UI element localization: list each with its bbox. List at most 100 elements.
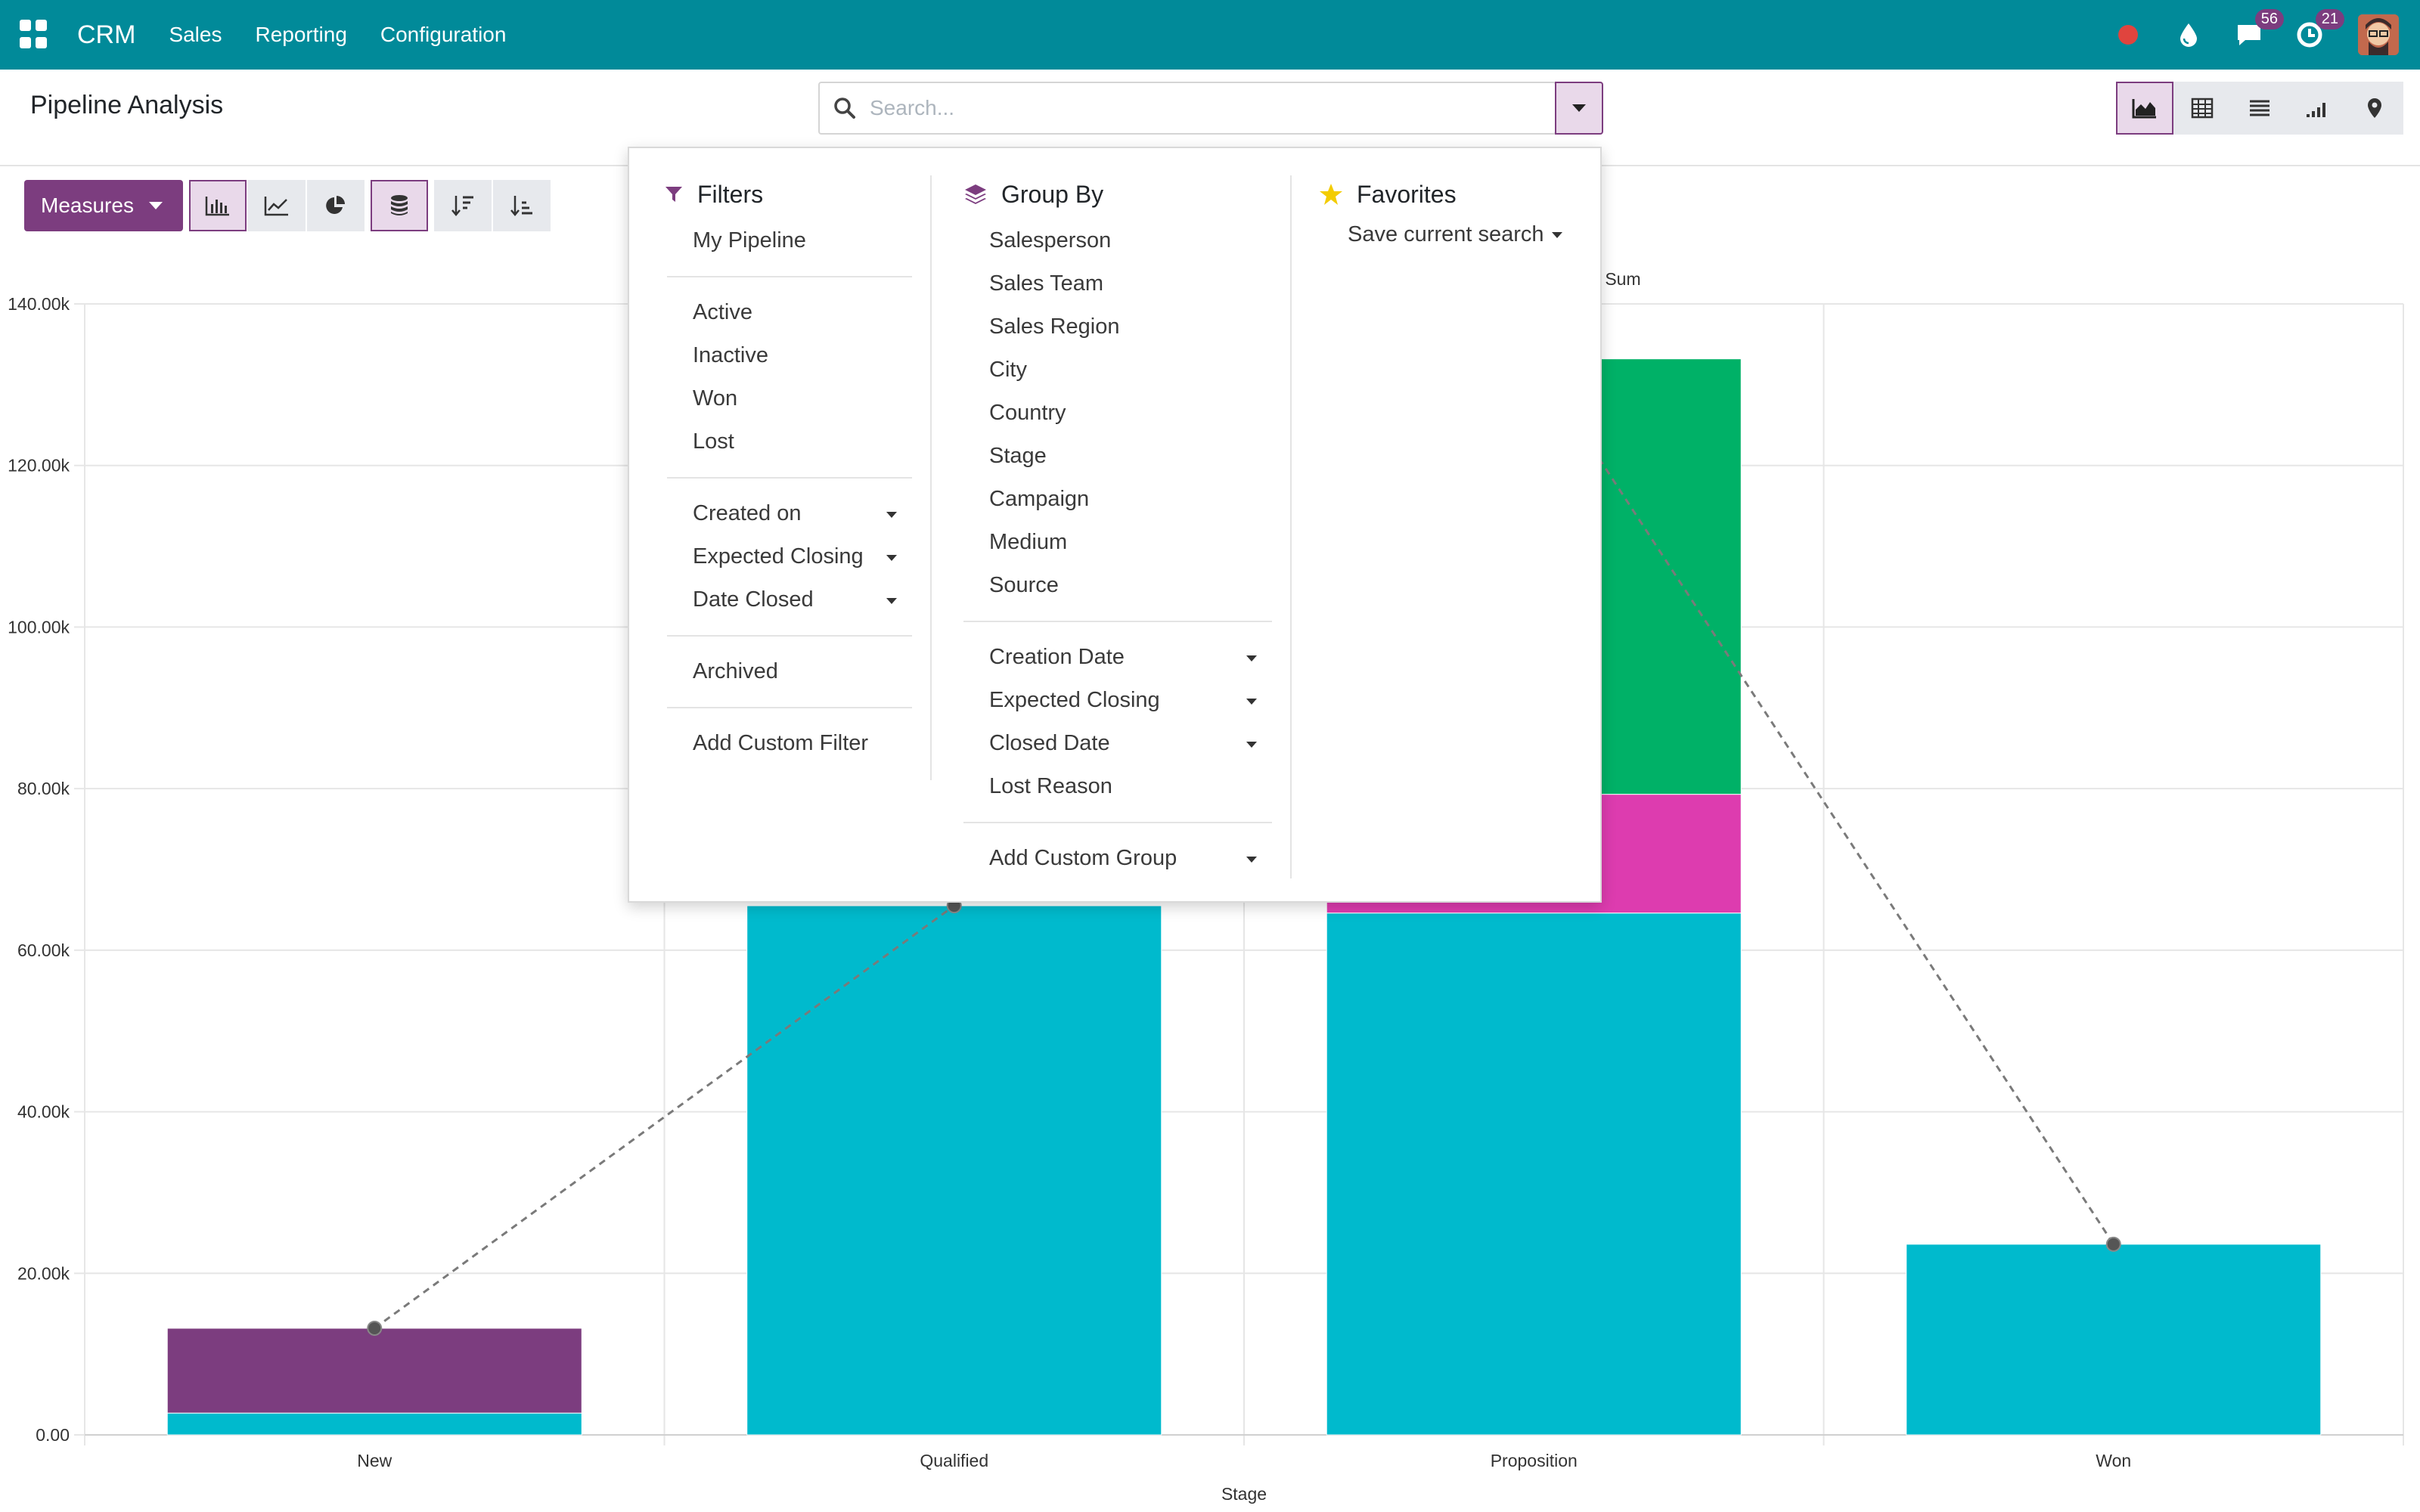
groupby-stage[interactable]: Stage: [954, 435, 1272, 478]
groupby-item-label: Sales Team: [989, 271, 1103, 296]
sort-descending-button[interactable]: [434, 180, 492, 231]
filters-item-label: Expected Closing: [693, 544, 864, 569]
cohort-view-button[interactable]: [2288, 82, 2346, 135]
menu-separator: [667, 477, 912, 479]
groupby-item-label: City: [989, 358, 1027, 382]
groupby-column: Group By Salesperson Sales Team Sales Regi…: [954, 175, 1272, 880]
search-input[interactable]: [870, 96, 1520, 120]
groupby-salesperson[interactable]: Salesperson: [954, 219, 1272, 262]
menu-reporting[interactable]: Reporting: [255, 23, 347, 46]
groupby-item-label: Country: [989, 401, 1066, 425]
filters-inactive[interactable]: Inactive: [655, 334, 912, 377]
filters-add-custom-filter[interactable]: Add Custom Filter: [655, 722, 912, 765]
save-current-search-label: Save current search: [1348, 222, 1544, 246]
y-tick-label: 80.00k: [17, 779, 70, 798]
filters-archived[interactable]: Archived: [655, 650, 912, 693]
filters-item-label: Inactive: [693, 343, 768, 367]
filters-date-closed[interactable]: Date Closed: [655, 578, 912, 621]
measures-label: Measures: [41, 194, 134, 217]
area-chart-icon: [2132, 99, 2156, 119]
line-chart-button[interactable]: [248, 180, 306, 231]
stacked-button[interactable]: [371, 180, 428, 231]
column-divider: [930, 175, 932, 780]
groupby-lost-reason[interactable]: Lost Reason: [954, 765, 1272, 808]
groupby-source[interactable]: Source: [954, 564, 1272, 607]
menu-separator: [667, 707, 912, 708]
groupby-medium[interactable]: Medium: [954, 521, 1272, 564]
groupby-campaign[interactable]: Campaign: [954, 478, 1272, 521]
save-current-search[interactable]: Save current search: [1310, 213, 1582, 256]
menu-separator: [667, 635, 912, 637]
activities-badge: 21: [2315, 9, 2344, 29]
favorites-header-label: Favorites: [1357, 180, 1457, 208]
sort-ascending-icon: [510, 196, 532, 216]
filters-item-label: Won: [693, 386, 738, 411]
graph-view-button[interactable]: [2116, 82, 2173, 135]
app-brand[interactable]: CRM: [77, 20, 136, 49]
y-tick-label: 140.00k: [8, 294, 70, 314]
page-title: Pipeline Analysis: [30, 91, 224, 119]
pie-chart-button[interactable]: [307, 180, 365, 231]
list-view-button[interactable]: [2231, 82, 2288, 135]
groupby-city[interactable]: City: [954, 349, 1272, 392]
groupby-item-label: Medium: [989, 530, 1068, 554]
bar-segment: [166, 1328, 582, 1414]
search-options-toggle[interactable]: [1555, 82, 1603, 135]
groupby-sales-region[interactable]: Sales Region: [954, 305, 1272, 349]
systray: 56 21: [2083, 0, 2399, 70]
filters-lost[interactable]: Lost: [655, 420, 912, 463]
y-tick-label: 100.00k: [8, 617, 70, 637]
filters-active[interactable]: Active: [655, 291, 912, 334]
groupby-country[interactable]: Country: [954, 392, 1272, 435]
list-icon: [2250, 100, 2270, 116]
filters-my-pipeline[interactable]: My Pipeline: [655, 219, 912, 262]
view-switcher: [2116, 82, 2403, 135]
groupby-item-label: Sales Region: [989, 314, 1120, 339]
user-avatar[interactable]: [2358, 14, 2399, 55]
sum-point: [2105, 1236, 2121, 1252]
filters-created-on[interactable]: Created on: [655, 492, 912, 535]
groupby-creation-date[interactable]: Creation Date: [954, 636, 1272, 679]
pivot-view-button[interactable]: [2173, 82, 2231, 135]
chat-icon[interactable]: 56: [2234, 9, 2284, 50]
y-tick-label: 0.00: [36, 1425, 70, 1445]
filters-item-label: Lost: [693, 429, 734, 454]
sort-ascending-button[interactable]: [493, 180, 551, 231]
groupby-expected-closing[interactable]: Expected Closing: [954, 679, 1272, 722]
x-tick-label: Won: [2096, 1451, 2131, 1470]
y-tick-label: 60.00k: [17, 940, 70, 960]
measures-button[interactable]: Measures: [24, 180, 183, 231]
groupby-item-label: Salesperson: [989, 228, 1112, 253]
menu-configuration[interactable]: Configuration: [380, 23, 507, 46]
filters-expected-closing[interactable]: Expected Closing: [655, 535, 912, 578]
caret-down-icon: [1246, 857, 1257, 863]
caret-down-icon: [886, 598, 897, 604]
groupby-add-custom-group[interactable]: Add Custom Group: [954, 837, 1272, 880]
menu-sales[interactable]: Sales: [169, 23, 222, 46]
y-tick-label: 20.00k: [17, 1263, 70, 1283]
star-icon: [1320, 184, 1342, 205]
layers-icon: [965, 184, 986, 204]
filters-won[interactable]: Won: [655, 377, 912, 420]
groupby-closed-date[interactable]: Closed Date: [954, 722, 1272, 765]
filters-header-label: Filters: [697, 180, 764, 208]
caret-down-icon: [1572, 104, 1586, 112]
record-icon[interactable]: [2113, 20, 2143, 50]
droplet-icon[interactable]: [2173, 20, 2204, 50]
filters-item-label: My Pipeline: [693, 228, 806, 253]
clock-icon[interactable]: 21: [2294, 9, 2344, 50]
y-tick-label: 40.00k: [17, 1102, 70, 1122]
signal-bars-icon: [2307, 103, 2325, 117]
y-tick-label: 120.00k: [8, 456, 70, 476]
groupby-item-label: Expected Closing: [989, 688, 1160, 712]
bar-chart-button[interactable]: [189, 180, 247, 231]
groupby-item-label: Campaign: [989, 487, 1090, 511]
groupby-item-label: Closed Date: [989, 731, 1110, 755]
map-view-button[interactable]: [2346, 82, 2403, 135]
caret-down-icon: [1246, 699, 1257, 705]
caret-down-icon: [1246, 655, 1257, 662]
filters-item-label: Active: [693, 300, 752, 324]
groupby-sales-team[interactable]: Sales Team: [954, 262, 1272, 305]
menu-separator: [963, 822, 1272, 823]
apps-icon[interactable]: [20, 20, 50, 50]
